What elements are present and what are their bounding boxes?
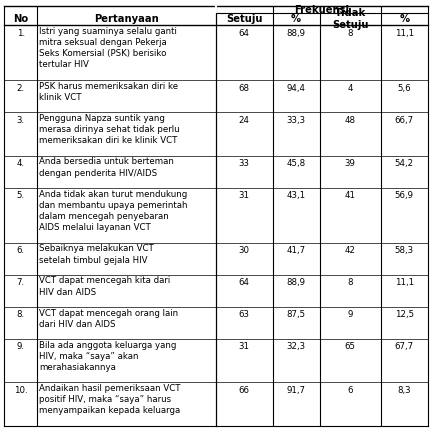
Text: 6: 6 bbox=[347, 386, 353, 395]
Text: 67,7: 67,7 bbox=[395, 342, 414, 351]
Text: 8.: 8. bbox=[17, 310, 25, 319]
Text: 8: 8 bbox=[347, 278, 353, 287]
Text: Setuju: Setuju bbox=[226, 15, 263, 24]
Text: 88,9: 88,9 bbox=[286, 278, 306, 287]
Text: 4: 4 bbox=[347, 83, 353, 92]
Text: 4.: 4. bbox=[17, 159, 25, 168]
Text: 66,7: 66,7 bbox=[395, 116, 414, 125]
Text: 31: 31 bbox=[239, 191, 250, 200]
Text: 8,3: 8,3 bbox=[397, 386, 411, 395]
Text: 33: 33 bbox=[239, 159, 250, 168]
Text: Bila ada anggota keluarga yang
HIV, maka “saya” akan
merahasiakannya: Bila ada anggota keluarga yang HIV, maka… bbox=[40, 341, 177, 372]
Text: 12,5: 12,5 bbox=[395, 310, 414, 319]
Text: 24: 24 bbox=[239, 116, 250, 125]
Text: 68: 68 bbox=[239, 83, 250, 92]
Text: 30: 30 bbox=[239, 246, 250, 255]
Text: 39: 39 bbox=[345, 159, 356, 168]
Text: 64: 64 bbox=[239, 29, 250, 38]
Text: 63: 63 bbox=[239, 310, 250, 319]
Text: Frekuensi: Frekuensi bbox=[295, 5, 350, 15]
Text: 94,4: 94,4 bbox=[286, 83, 306, 92]
Text: PSK harus memeriksakan diri ke
klinik VCT: PSK harus memeriksakan diri ke klinik VC… bbox=[40, 82, 178, 102]
Text: Andaikan hasil pemeriksaan VCT
positif HIV, maka “saya” harus
menyampaikan kepad: Andaikan hasil pemeriksaan VCT positif H… bbox=[40, 384, 181, 415]
Text: 41: 41 bbox=[345, 191, 356, 200]
Text: 32,3: 32,3 bbox=[286, 342, 306, 351]
Text: 7.: 7. bbox=[17, 278, 25, 287]
Text: Pengguna Napza suntik yang
merasa dirinya sehat tidak perlu
memeriksakan diri ke: Pengguna Napza suntik yang merasa diriny… bbox=[40, 114, 180, 145]
Text: 64: 64 bbox=[239, 278, 250, 287]
Text: 5,6: 5,6 bbox=[397, 83, 411, 92]
Text: VCT dapat mencegah kita dari
HIV dan AIDS: VCT dapat mencegah kita dari HIV dan AID… bbox=[40, 276, 171, 297]
Text: 41,7: 41,7 bbox=[286, 246, 306, 255]
Text: %: % bbox=[399, 15, 409, 24]
Text: 11,1: 11,1 bbox=[395, 278, 414, 287]
Text: 43,1: 43,1 bbox=[286, 191, 306, 200]
Text: 11,1: 11,1 bbox=[395, 29, 414, 38]
Text: 91,7: 91,7 bbox=[286, 386, 306, 395]
Text: 31: 31 bbox=[239, 342, 250, 351]
Text: 88,9: 88,9 bbox=[286, 29, 306, 38]
Text: Sebaiknya melakukan VCT
setelah timbul gejala HIV: Sebaiknya melakukan VCT setelah timbul g… bbox=[40, 244, 154, 265]
Text: 66: 66 bbox=[239, 386, 250, 395]
Text: VCT dapat mencegah orang lain
dari HIV dan AIDS: VCT dapat mencegah orang lain dari HIV d… bbox=[40, 309, 178, 329]
Text: 33,3: 33,3 bbox=[286, 116, 306, 125]
Text: 42: 42 bbox=[345, 246, 356, 255]
Text: %: % bbox=[291, 15, 301, 24]
Text: 58,3: 58,3 bbox=[395, 246, 414, 255]
Text: Istri yang suaminya selalu ganti
mitra seksual dengan Pekerja
Seks Komersial (PS: Istri yang suaminya selalu ganti mitra s… bbox=[40, 27, 177, 69]
Text: 9.: 9. bbox=[17, 342, 25, 351]
Text: 65: 65 bbox=[345, 342, 356, 351]
Text: 6.: 6. bbox=[17, 246, 25, 255]
Text: 54,2: 54,2 bbox=[395, 159, 414, 168]
Text: 56,9: 56,9 bbox=[395, 191, 414, 200]
Text: Pertanyaan: Pertanyaan bbox=[94, 15, 159, 24]
Text: 45,8: 45,8 bbox=[286, 159, 306, 168]
Text: 8: 8 bbox=[347, 29, 353, 38]
Text: 5.: 5. bbox=[17, 191, 25, 200]
Text: No: No bbox=[13, 15, 28, 24]
Text: Anda bersedia untuk berteman
dengan penderita HIV/AIDS: Anda bersedia untuk berteman dengan pend… bbox=[40, 158, 174, 178]
Text: 1.: 1. bbox=[17, 29, 25, 38]
Text: 48: 48 bbox=[345, 116, 356, 125]
Text: 9: 9 bbox=[347, 310, 353, 319]
Text: 3.: 3. bbox=[17, 116, 25, 125]
Text: 10.: 10. bbox=[14, 386, 28, 395]
Text: Tidak
Setuju: Tidak Setuju bbox=[332, 9, 369, 30]
Text: Anda tidak akan turut mendukung
dan membantu upaya pemerintah
dalam mencegah pen: Anda tidak akan turut mendukung dan memb… bbox=[40, 190, 188, 232]
Text: 2.: 2. bbox=[17, 83, 25, 92]
Text: 87,5: 87,5 bbox=[286, 310, 306, 319]
